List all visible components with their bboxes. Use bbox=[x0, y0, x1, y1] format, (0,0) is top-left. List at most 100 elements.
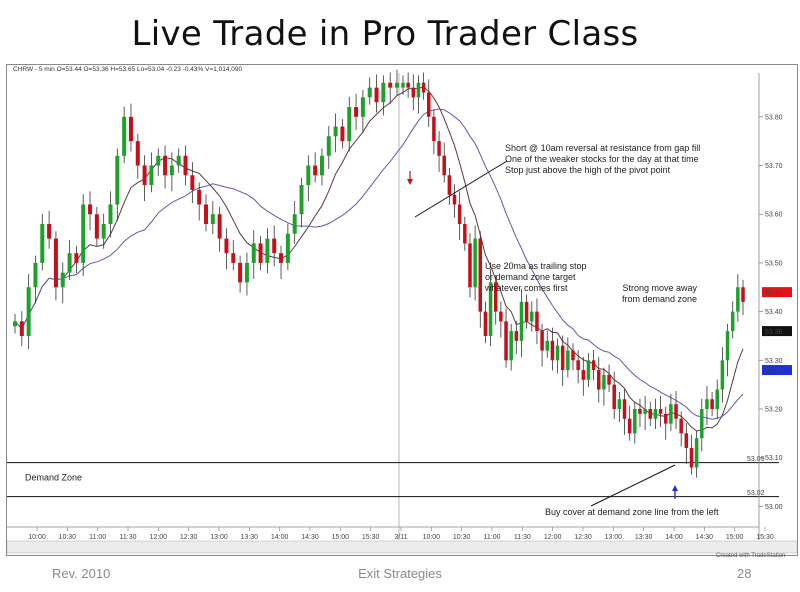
demand-zone-label: Demand Zone bbox=[25, 473, 82, 483]
annotation-text: Strong move away bbox=[622, 283, 697, 293]
candle-body bbox=[101, 223, 106, 239]
candle-body bbox=[108, 204, 113, 224]
cover-pointer bbox=[590, 464, 676, 507]
candle-body bbox=[509, 331, 513, 361]
annotation-text: One of the weaker stocks for the day at … bbox=[505, 154, 699, 164]
candle-body bbox=[442, 155, 446, 176]
candle-body bbox=[447, 175, 452, 195]
candle-body bbox=[540, 331, 544, 351]
candle-body bbox=[571, 350, 575, 361]
x-tick-label: 14:30 bbox=[696, 534, 714, 541]
candle-body bbox=[612, 384, 616, 409]
x-tick-label: 3/11 bbox=[394, 534, 407, 541]
tradestation-credit: Created with TradeStation bbox=[716, 553, 786, 559]
candle-body bbox=[658, 409, 663, 414]
candle-body bbox=[374, 87, 379, 103]
x-tick-label: 15:00 bbox=[332, 534, 350, 541]
x-tick-label: 10:00 bbox=[423, 534, 441, 541]
candle-body bbox=[700, 409, 704, 439]
candle-body bbox=[128, 116, 133, 142]
candle-body bbox=[74, 253, 79, 263]
cover-arrow-icon bbox=[672, 485, 678, 491]
candle-body bbox=[416, 82, 421, 98]
x-tick-label: 10:30 bbox=[453, 534, 471, 541]
candlestick-chart[interactable]: 53.09 53.02 Demand Zone CHRW - 5 min O=53.… bbox=[7, 65, 797, 555]
candle-body bbox=[725, 331, 730, 361]
candle-body bbox=[463, 223, 467, 244]
candle-body bbox=[279, 253, 284, 263]
candle-body bbox=[190, 175, 195, 190]
candle-body bbox=[306, 165, 311, 185]
candle-body bbox=[617, 399, 622, 409]
candle-body bbox=[313, 165, 318, 176]
candle-body bbox=[550, 340, 555, 361]
x-tick-label: 11:00 bbox=[484, 534, 501, 541]
candle-body bbox=[360, 97, 365, 117]
candle-body bbox=[741, 287, 745, 302]
candle-body bbox=[597, 370, 601, 390]
y-tick-label: 53.70 bbox=[765, 163, 783, 170]
candle-body bbox=[504, 321, 508, 361]
candle-body bbox=[333, 126, 338, 137]
chart-frame: 53.09 53.02 Demand Zone CHRW - 5 min O=53.… bbox=[6, 64, 798, 556]
x-tick-label: 13:30 bbox=[241, 534, 259, 541]
candle-body bbox=[669, 404, 673, 424]
candle-body bbox=[535, 311, 539, 332]
x-tick-label: 12:30 bbox=[180, 534, 198, 541]
candle-body bbox=[238, 262, 243, 283]
candle-body bbox=[689, 447, 694, 468]
candle-body bbox=[122, 116, 127, 156]
price-tag bbox=[762, 365, 792, 376]
x-tick-label: 12:00 bbox=[544, 534, 562, 541]
annotation-text: Short @ 10am reversal at resistance from… bbox=[505, 143, 700, 153]
candle-body bbox=[60, 272, 65, 288]
candle-body bbox=[633, 409, 637, 434]
candle-body bbox=[326, 136, 331, 156]
candle-body bbox=[679, 418, 683, 434]
candle-body bbox=[576, 360, 580, 371]
candle-body bbox=[499, 311, 503, 322]
y-tick-label: 53.40 bbox=[765, 309, 783, 316]
candle-body bbox=[427, 92, 431, 117]
candle-body bbox=[244, 262, 249, 283]
slide-title: Live Trade in Pro Trader Class bbox=[131, 14, 639, 54]
x-tick-label: 13:00 bbox=[605, 534, 623, 541]
candle-body bbox=[265, 238, 270, 263]
candle-body bbox=[421, 82, 426, 93]
candle-body bbox=[135, 141, 140, 166]
candle-body bbox=[142, 165, 147, 185]
candle-body bbox=[483, 311, 488, 336]
candle-body bbox=[638, 409, 642, 414]
x-tick-label: 15:30 bbox=[756, 534, 774, 541]
candle-body bbox=[40, 223, 45, 263]
candle-body bbox=[388, 82, 393, 88]
candle-body bbox=[586, 360, 591, 380]
annotation-text: or demand zone target bbox=[485, 272, 576, 282]
footer-revision: Rev. 2010 bbox=[52, 566, 111, 581]
candle-body bbox=[519, 301, 524, 341]
candle-body bbox=[299, 185, 304, 215]
candle-body bbox=[710, 399, 714, 409]
candle-body bbox=[560, 345, 565, 371]
candle-body bbox=[88, 204, 93, 215]
candle-body bbox=[653, 409, 658, 419]
candle-body bbox=[602, 374, 606, 390]
x-tick-label: 14:00 bbox=[271, 534, 289, 541]
price-tag-label: 53.44 bbox=[765, 290, 783, 297]
annotation-text: whatever comes first bbox=[484, 283, 568, 293]
candle-body bbox=[524, 301, 529, 322]
candle-body bbox=[627, 418, 632, 434]
candle-body bbox=[53, 238, 58, 288]
annotation-text: Stop just above the high of the pivot po… bbox=[505, 165, 671, 175]
x-tick-label: 10:30 bbox=[59, 534, 77, 541]
candle-body bbox=[163, 155, 168, 176]
candle-body bbox=[354, 107, 359, 117]
y-tick-label: 53.60 bbox=[765, 212, 783, 219]
candle-body bbox=[457, 204, 462, 224]
candle-body bbox=[401, 82, 405, 88]
candle-body bbox=[514, 331, 519, 341]
x-tick-label: 15:30 bbox=[362, 534, 380, 541]
y-tick-label: 53.80 bbox=[765, 114, 783, 121]
chart-scrollbar bbox=[7, 540, 797, 554]
candle-body bbox=[648, 409, 653, 419]
